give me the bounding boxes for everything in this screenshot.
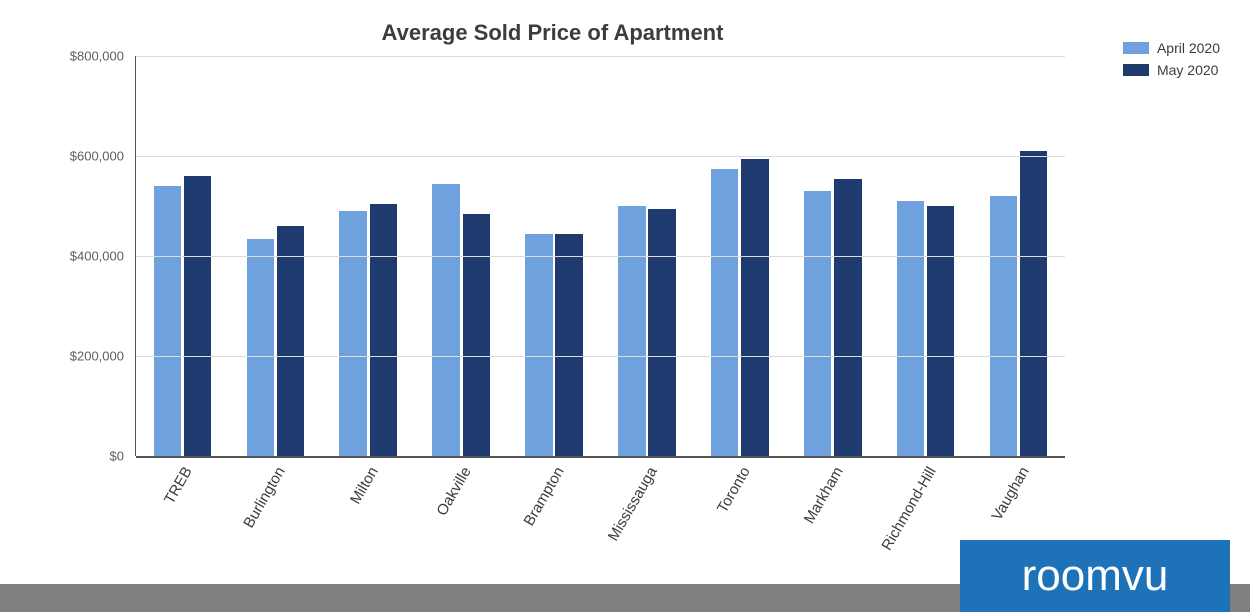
bar <box>463 214 490 457</box>
x-tick-label: Richmond-Hill <box>878 464 939 553</box>
gridline <box>136 256 1065 257</box>
x-tick-label: Vaughan <box>988 464 1032 524</box>
bar <box>154 186 181 456</box>
bar <box>1020 151 1047 456</box>
x-tick-label: Mississauga <box>605 464 661 544</box>
x-tick-label: Milton <box>347 464 382 507</box>
x-tick-label: Markham <box>800 464 846 527</box>
bar <box>432 184 459 457</box>
bar <box>525 234 552 457</box>
y-axis: $0$200,000$400,000$600,000$800,000 <box>40 56 130 456</box>
bar <box>339 211 366 456</box>
y-tick-label: $600,000 <box>70 149 124 164</box>
legend-swatch <box>1123 64 1149 76</box>
legend-item: April 2020 <box>1123 40 1220 56</box>
y-tick-label: $400,000 <box>70 249 124 264</box>
brand-text: roomvu <box>1022 551 1169 601</box>
bar <box>804 191 831 456</box>
bar <box>555 234 582 457</box>
bar <box>618 206 645 456</box>
x-tick-label: TREB <box>161 464 196 507</box>
legend: April 2020 May 2020 <box>1123 40 1220 84</box>
bar <box>834 179 861 457</box>
legend-label: May 2020 <box>1157 62 1218 78</box>
y-tick-label: $0 <box>110 449 124 464</box>
bar <box>247 239 274 457</box>
legend-swatch <box>1123 42 1149 54</box>
y-tick-label: $200,000 <box>70 349 124 364</box>
chart-container: Average Sold Price of Apartment $0 $200,0… <box>40 20 1065 480</box>
bar <box>741 159 768 457</box>
bar <box>711 169 738 457</box>
bar <box>184 176 211 456</box>
x-tick-label: Toronto <box>714 464 754 516</box>
gridline <box>136 56 1065 57</box>
bar <box>370 204 397 457</box>
bar <box>648 209 675 457</box>
bar <box>277 226 304 456</box>
legend-label: April 2020 <box>1157 40 1220 56</box>
bar <box>990 196 1017 456</box>
plot-wrap: $0$200,000$400,000$600,000$800,000 TREBB… <box>40 56 1065 456</box>
x-tick-label: Burlington <box>241 464 289 531</box>
bar <box>927 206 954 456</box>
gridline <box>136 156 1065 157</box>
gridline <box>136 356 1065 357</box>
plot-area <box>135 56 1065 456</box>
legend-item: May 2020 <box>1123 62 1220 78</box>
bar <box>897 201 924 456</box>
brand-box: roomvu <box>960 540 1230 612</box>
x-tick-label: Oakville <box>433 464 474 519</box>
x-axis-labels: TREB Burlington Milton Oakville Brampton Miss… <box>135 456 1065 576</box>
chart-title: Average Sold Price of Apartment <box>40 20 1065 46</box>
y-tick-label: $800,000 <box>70 49 124 64</box>
x-tick-label: Brampton <box>521 464 568 529</box>
